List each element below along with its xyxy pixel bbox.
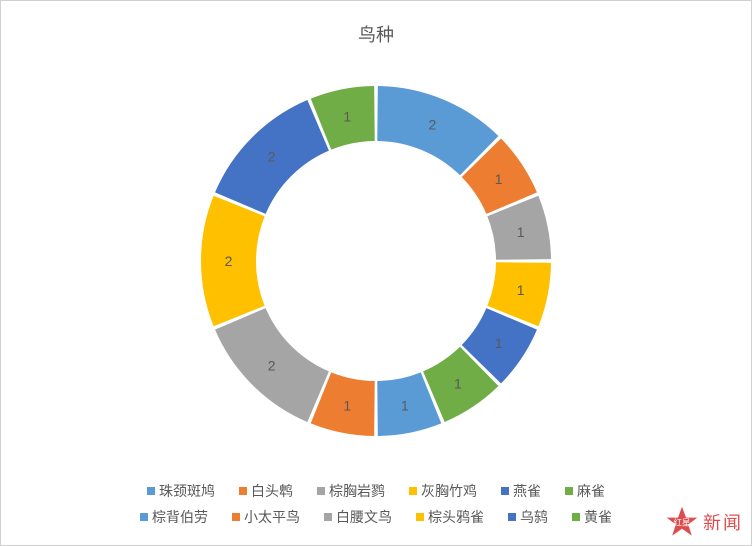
legend-item: 棕背伯劳 <box>140 507 208 527</box>
watermark-star-text: 红星 <box>673 517 690 527</box>
slice-label-10: 2 <box>268 149 276 165</box>
legend-label: 黄雀 <box>584 507 612 527</box>
legend-label: 乌鸫 <box>520 507 548 527</box>
slice-label-11: 1 <box>343 108 351 124</box>
legend-row-0: 珠颈斑鸠 白头鹎 棕胸岩鹨 灰胸竹鸡 燕雀 麻雀 <box>147 481 605 501</box>
legend-item: 珠颈斑鸠 <box>147 481 215 501</box>
legend-item: 白头鹎 <box>239 481 293 501</box>
legend-label: 棕胸岩鹨 <box>329 481 385 501</box>
slice-label-2: 1 <box>517 224 525 240</box>
legend-item: 黄雀 <box>572 507 612 527</box>
legend-item: 乌鸫 <box>508 507 548 527</box>
legend-swatch <box>565 487 573 495</box>
legend-swatch <box>416 513 424 521</box>
legend-label: 灰胸竹鸡 <box>421 481 477 501</box>
legend-swatch <box>239 487 247 495</box>
legend-swatch <box>508 513 516 521</box>
legend-item: 白腰文鸟 <box>324 507 392 527</box>
donut-chart: 2 1 1 1 1 1 1 1 2 2 2 1 <box>1 61 751 461</box>
slice-9 <box>201 196 265 327</box>
legend-swatch <box>140 513 148 521</box>
legend-label: 珠颈斑鸠 <box>159 481 215 501</box>
legend-item: 灰胸竹鸡 <box>409 481 477 501</box>
legend: 珠颈斑鸠 白头鹎 棕胸岩鹨 灰胸竹鸡 燕雀 麻雀棕背伯劳 小太平鸟 白腰文鸟 棕头鸦雀 乌鸫 黄雀 <box>1 481 751 527</box>
legend-label: 燕雀 <box>513 481 541 501</box>
legend-swatch <box>409 487 417 495</box>
legend-label: 棕头鸦雀 <box>428 507 484 527</box>
legend-swatch <box>232 513 240 521</box>
star-icon: 红星 <box>665 505 699 539</box>
legend-item: 棕胸岩鹨 <box>317 481 385 501</box>
slice-label-1: 1 <box>495 171 503 187</box>
legend-item: 燕雀 <box>501 481 541 501</box>
legend-item: 麻雀 <box>565 481 605 501</box>
slice-label-9: 2 <box>225 253 233 269</box>
legend-swatch <box>572 513 580 521</box>
legend-item: 棕头鸦雀 <box>416 507 484 527</box>
legend-label: 麻雀 <box>577 481 605 501</box>
legend-swatch <box>501 487 509 495</box>
legend-swatch <box>317 487 325 495</box>
slice-label-4: 1 <box>495 335 503 351</box>
legend-swatch <box>147 487 155 495</box>
watermark-text: 新闻 <box>703 509 743 535</box>
legend-label: 小太平鸟 <box>244 507 300 527</box>
slice-label-5: 1 <box>454 376 462 392</box>
legend-label: 白腰文鸟 <box>336 507 392 527</box>
chart-container: 鸟种 2 1 1 1 1 1 1 1 2 2 2 1 珠颈斑鸠 白头鹎 棕胸岩鹨 灰胸竹鸡 燕雀 麻雀棕背伯劳 小… <box>0 0 752 546</box>
slice-label-0: 2 <box>429 117 437 133</box>
legend-swatch <box>324 513 332 521</box>
legend-item: 小太平鸟 <box>232 507 300 527</box>
watermark: 红星 新闻 <box>665 505 743 539</box>
chart-title: 鸟种 <box>1 21 751 47</box>
slice-label-7: 1 <box>343 398 351 414</box>
legend-label: 白头鹎 <box>251 481 293 501</box>
legend-row-1: 棕背伯劳 小太平鸟 白腰文鸟 棕头鸦雀 乌鸫 黄雀 <box>140 507 612 527</box>
slice-label-3: 1 <box>517 282 525 298</box>
slice-label-8: 2 <box>268 357 276 373</box>
slice-label-6: 1 <box>401 398 409 414</box>
legend-label: 棕背伯劳 <box>152 507 208 527</box>
